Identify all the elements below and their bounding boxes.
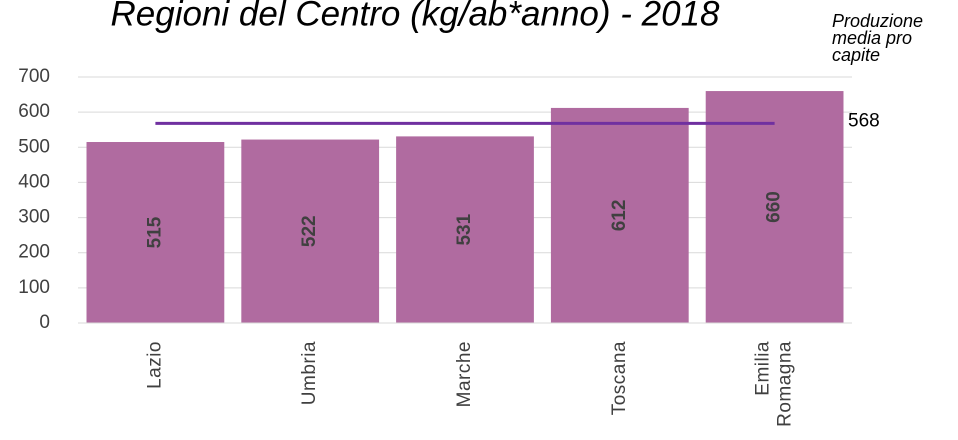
average-label: Produzione media pro capite <box>832 11 923 65</box>
bar <box>241 139 380 323</box>
data-label: 660 <box>764 191 785 223</box>
x-tick-label: Marche <box>454 341 475 407</box>
bar <box>86 142 225 323</box>
y-tick-label: 200 <box>18 242 50 263</box>
bar <box>705 91 844 323</box>
x-tick-label: Toscana <box>609 341 630 415</box>
y-tick-label: 400 <box>18 171 50 192</box>
x-tick-label: Lazio <box>144 341 165 389</box>
y-tick-label: 500 <box>18 136 50 157</box>
bar <box>396 136 534 323</box>
bar <box>550 107 689 323</box>
average-value: 568 <box>848 110 880 131</box>
y-tick-label: 0 <box>39 312 50 333</box>
data-label: 612 <box>609 200 630 232</box>
y-tick-label: 100 <box>18 277 50 298</box>
x-tick-label: Umbria <box>299 341 320 405</box>
y-tick-label: 700 <box>18 66 50 87</box>
data-label: 531 <box>454 213 475 245</box>
y-tick-label: 600 <box>18 101 50 122</box>
data-label: 515 <box>144 216 165 248</box>
chart-title: Regioni del Centro (kg/ab*anno) - 2018 <box>111 0 721 33</box>
data-label: 522 <box>299 215 320 247</box>
y-tick-label: 300 <box>18 207 50 228</box>
x-tick-label: EmiliaRomagna <box>753 341 796 427</box>
